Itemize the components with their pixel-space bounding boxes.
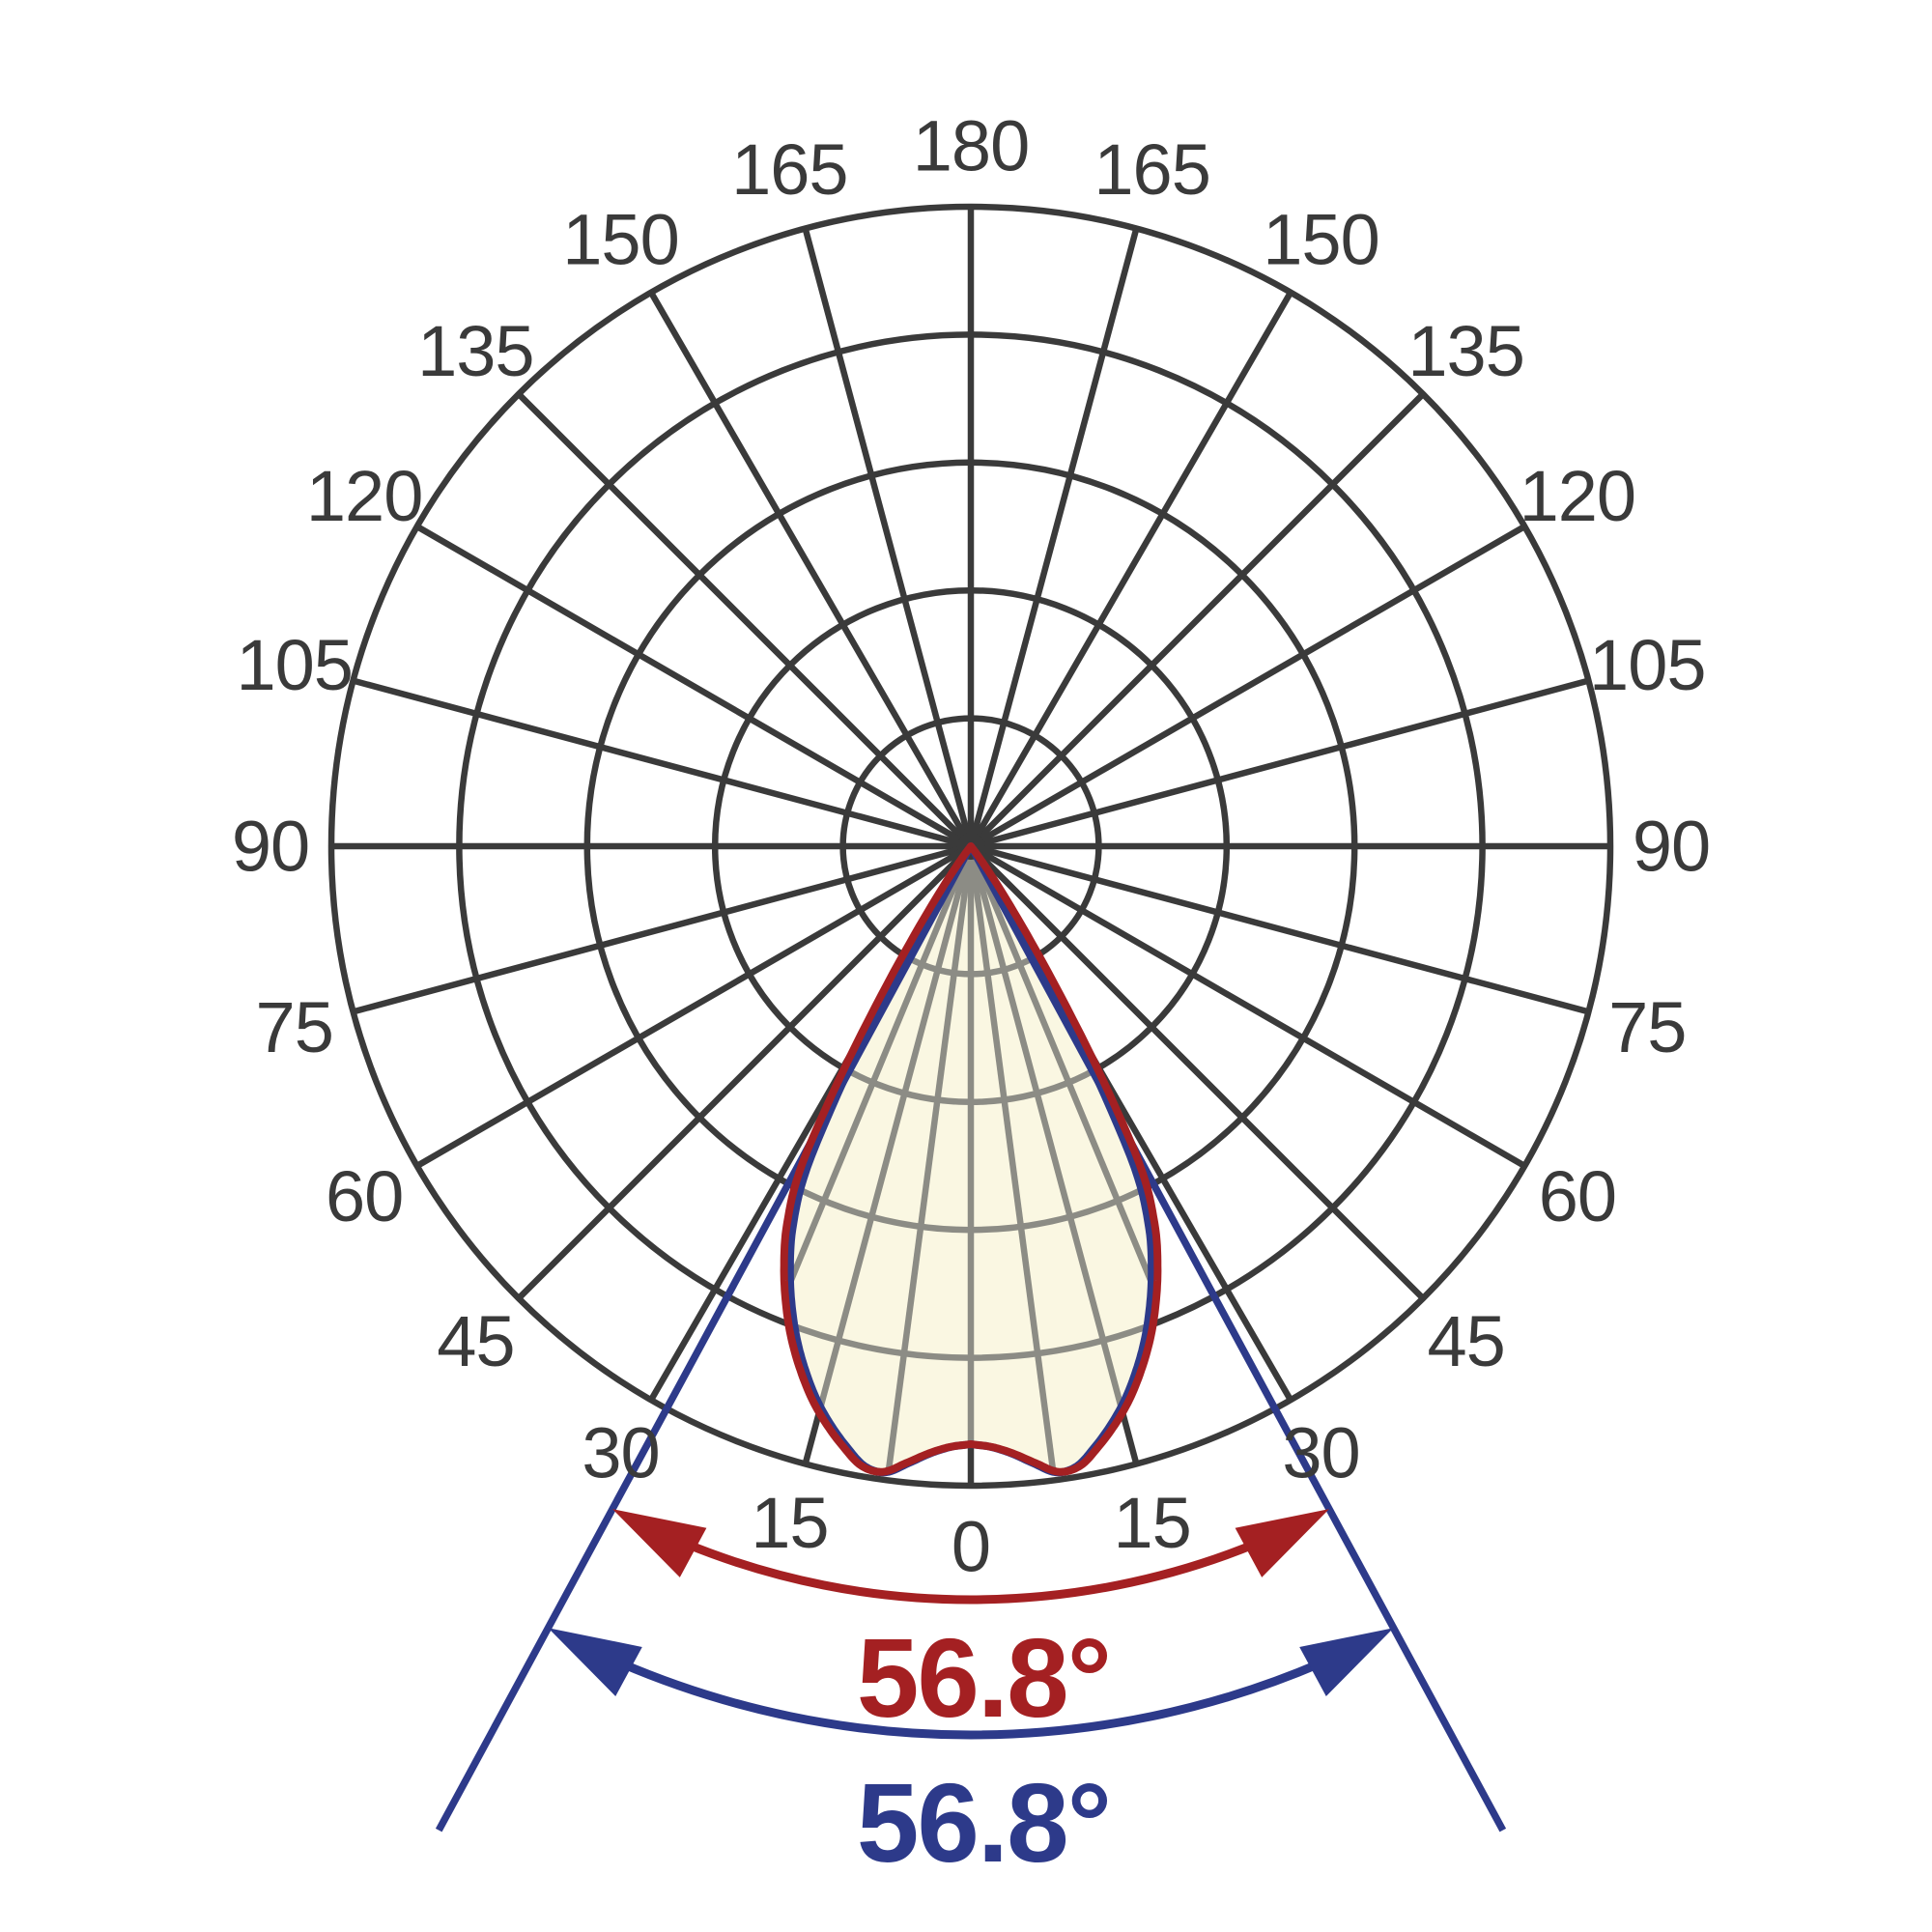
red-beam-angle-arc-curve <box>683 1539 1259 1605</box>
angle-label-right-30: 30 <box>1282 1412 1359 1492</box>
angle-label-right-45: 45 <box>1427 1301 1504 1381</box>
angle-label-right-90: 90 <box>1633 807 1710 887</box>
polar-grid-spoke <box>802 227 975 847</box>
inner-grid-spoke <box>884 846 975 1472</box>
polar-grid-spoke <box>969 843 1526 1169</box>
blue-beam-angle-arc-curve <box>618 1659 1323 1740</box>
angle-label-left-165: 165 <box>731 129 847 210</box>
inner-grid-spoke <box>967 846 1140 1465</box>
red-beam-angle-arc-arrowhead-left <box>612 1509 707 1577</box>
angle-label-center-180: 180 <box>913 106 1029 186</box>
polar-grid-spoke <box>968 391 1426 849</box>
angle-label-right-150: 150 <box>1263 200 1378 280</box>
angle-label-right-165: 165 <box>1094 129 1209 210</box>
angle-label-right-15: 15 <box>1113 1483 1190 1563</box>
inner-grid-spoke <box>802 846 975 1465</box>
angle-label-left-15: 15 <box>751 1483 828 1563</box>
angle-label-left-75: 75 <box>256 987 333 1067</box>
blue-beam-angle-line-left <box>435 844 975 1833</box>
angle-label-left-60: 60 <box>326 1156 403 1236</box>
blue-beam-angle-arc <box>548 1628 1394 1740</box>
polar-grid-spoke <box>352 842 972 1015</box>
red-beam-angle-value: 56.8° <box>857 1615 1110 1741</box>
angle-label-left-45: 45 <box>437 1301 514 1381</box>
angle-label-left-30: 30 <box>582 1412 659 1492</box>
polar-grid-spoke <box>968 291 1293 848</box>
angle-label-right-120: 120 <box>1520 456 1635 536</box>
angle-label-right-135: 135 <box>1407 311 1523 391</box>
polar-grid-spoke <box>967 227 1140 847</box>
angle-label-right-60: 60 <box>1539 1156 1616 1236</box>
inner-grid-spoke <box>967 846 1158 1438</box>
angle-label-left-120: 120 <box>306 456 422 536</box>
polar-grid-spoke <box>970 677 1590 850</box>
polar-grid-spoke <box>516 843 974 1301</box>
angle-label-right-75: 75 <box>1608 987 1686 1067</box>
blue-beam-angle-line-right <box>967 844 1507 1833</box>
polar-grid-spoke <box>648 291 974 848</box>
angle-label-center-0: 0 <box>952 1507 990 1587</box>
blue-beam-angle-value: 56.8° <box>857 1760 1110 1886</box>
blue-beam-angle-arc-arrowhead-right <box>1299 1628 1394 1696</box>
angle-label-left-105: 105 <box>236 625 352 705</box>
red-beam-angle-arc-arrowhead-right <box>1235 1509 1329 1577</box>
angle-label-left-150: 150 <box>562 200 678 280</box>
polar-grid-spoke <box>352 677 972 850</box>
polar-grid-spoke <box>970 842 1590 1015</box>
red-beam-curve <box>780 842 1162 1476</box>
polar-grid-spoke <box>516 391 974 849</box>
polar-grid-spoke <box>415 524 973 849</box>
inner-grid-spoke <box>783 846 975 1438</box>
inner-grid-spoke <box>967 846 1058 1472</box>
angle-label-left-90: 90 <box>232 807 309 887</box>
red-beam-angle-arc <box>612 1509 1329 1605</box>
angle-label-right-105: 105 <box>1589 625 1705 705</box>
polar-grid-spoke <box>415 843 973 1169</box>
angle-label-left-135: 135 <box>417 311 533 391</box>
polar-grid-spoke <box>968 843 1426 1301</box>
polar-grid-spoke <box>969 524 1526 849</box>
blue-beam-angle-arc-arrowhead-left <box>548 1628 642 1696</box>
